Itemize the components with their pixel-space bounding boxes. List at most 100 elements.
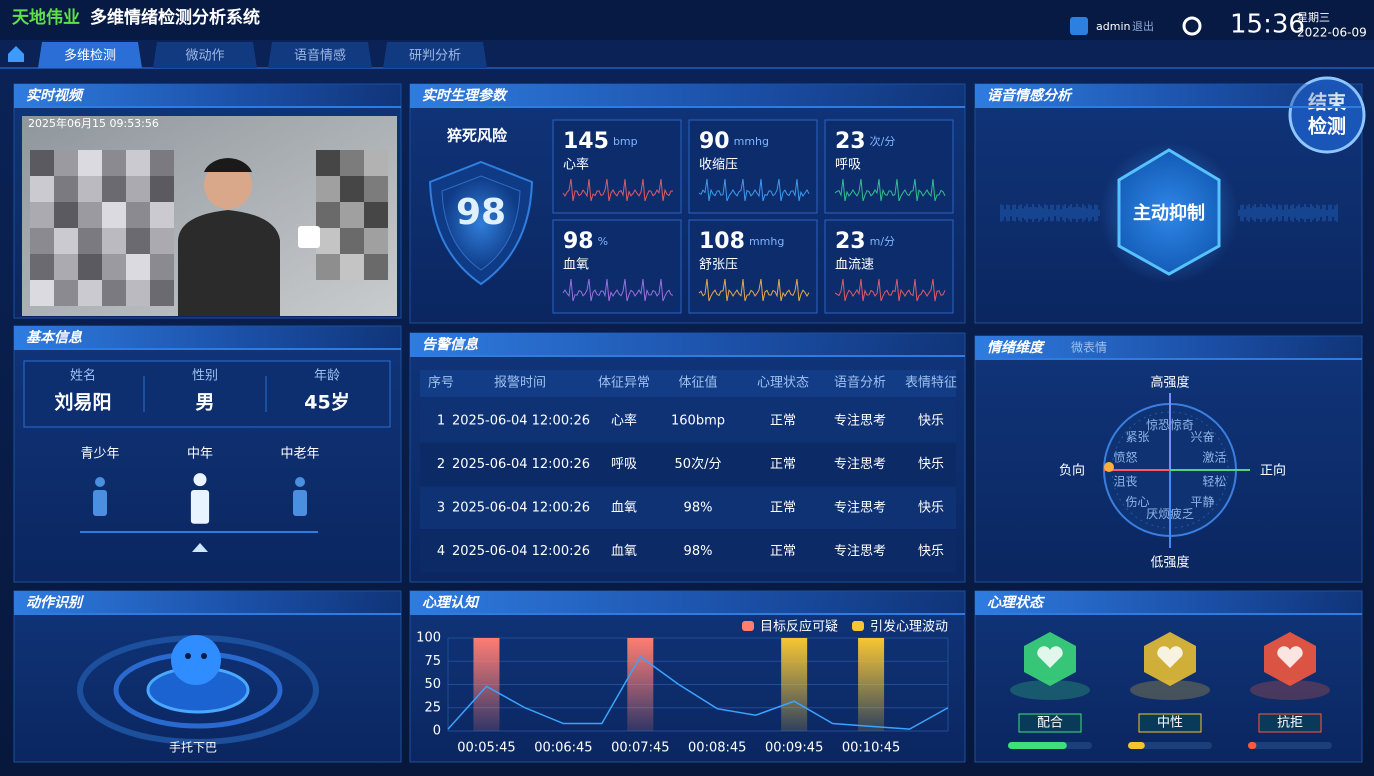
mosaic-block [340, 202, 364, 228]
panel-header [975, 336, 1362, 358]
metric-label: 舒张压 [699, 258, 738, 273]
risk-value: 98 [456, 192, 506, 233]
mosaic-block [102, 176, 126, 202]
table-row [420, 443, 956, 486]
info-label: 年龄 [314, 369, 340, 384]
bar [627, 638, 654, 731]
y-tick-label: 50 [424, 677, 441, 692]
x-tick-label: 00:07:45 [611, 741, 669, 756]
info-label: 姓名 [70, 368, 96, 384]
risk-shield [428, 160, 534, 286]
table-cell: 快乐 [918, 544, 944, 559]
mosaic-block [126, 176, 150, 202]
tab-label[interactable]: 语音情感 [294, 48, 346, 64]
mosaic-block [54, 228, 78, 254]
age-icon-head [295, 477, 305, 487]
mosaic-block [126, 228, 150, 254]
x-tick-label: 00:05:45 [457, 741, 515, 756]
panel-subtitle: 微表情 [1071, 341, 1107, 355]
metric-label: 血流速 [835, 258, 874, 273]
panel-title: 心理状态 [987, 594, 1046, 611]
emotion-word: 伤心 [1125, 495, 1149, 509]
age-group-label: 中老年 [280, 447, 319, 462]
mosaic-block [126, 254, 150, 280]
tab-label[interactable]: 研判分析 [409, 49, 461, 64]
state-bar [1008, 742, 1067, 749]
tab-label[interactable]: 多维检测 [64, 48, 116, 64]
table-cell: 2025-06-04 12:00:26 [452, 544, 590, 559]
table-cell: 1 [437, 414, 445, 429]
video-overlay-icon [298, 226, 320, 248]
emotion-axis-label: 负向 [1059, 463, 1085, 479]
state-label: 抗拒 [1277, 716, 1303, 731]
mosaic-block [78, 280, 102, 306]
tab[interactable] [153, 42, 257, 68]
logout[interactable]: 退出 [1132, 19, 1154, 33]
bar [781, 638, 808, 731]
emotion-axis-label: 高强度 [1150, 375, 1189, 391]
age-icon-body [293, 490, 307, 516]
panel-header [14, 326, 401, 348]
metric-number: 23 [835, 129, 866, 154]
legend-swatch [852, 621, 864, 631]
panel-title: 基本信息 [26, 329, 83, 346]
panel-header-line [975, 106, 1362, 108]
info-box [23, 360, 391, 428]
voice-wave [1238, 204, 1338, 222]
metric-unit: 次/分 [870, 134, 896, 148]
panel-header [975, 84, 1362, 106]
home-icon[interactable] [8, 46, 24, 62]
mosaic-block [150, 228, 174, 254]
end-button-line[interactable]: 检测 [1308, 115, 1346, 138]
voice-hexagon [1099, 143, 1239, 283]
metric-waveform [698, 278, 810, 302]
table-header-cell: 序号 [428, 376, 454, 391]
settings-icon[interactable] [1182, 16, 1202, 36]
table-cell: 快乐 [918, 501, 944, 516]
state-label: 配合 [1037, 716, 1063, 731]
panel-title: 语音情感分析 [987, 87, 1073, 104]
tab-label[interactable]: 微动作 [185, 49, 224, 64]
metric-label: 收缩压 [699, 157, 738, 173]
info-value: 45岁 [304, 391, 349, 414]
mosaic-block [102, 254, 126, 280]
emotion-word: 沮丧 [1114, 474, 1138, 488]
clock-time: 15:36 [1230, 10, 1305, 40]
state-label-box [1258, 713, 1322, 733]
info-value: 男 [195, 392, 214, 414]
y-tick-label: 0 [433, 724, 441, 739]
voice-emotion: 主动抑制 [1133, 202, 1205, 224]
metric-value: 145 bmp [563, 129, 638, 154]
mosaic-block [102, 228, 126, 254]
mosaic-block [54, 280, 78, 306]
mosaic-block [150, 254, 174, 280]
state-label: 中性 [1157, 716, 1183, 731]
age-icon-body [93, 490, 107, 516]
age-group-label: 青少年 [80, 447, 119, 462]
metric-waveform [562, 178, 674, 202]
legend-label: 目标反应可疑 [760, 619, 838, 635]
y-tick-label: 100 [416, 631, 441, 646]
age-group-label: 中年 [187, 447, 213, 462]
emotion-marker [1104, 462, 1114, 472]
mosaic-block [78, 202, 102, 228]
panel-title: 心理认知 [422, 594, 480, 611]
emotion-word: 兴奋 [1191, 430, 1215, 444]
action-label: 手托下巴 [169, 741, 217, 755]
tab[interactable] [383, 42, 487, 68]
emotion-word: 愤怒 [1114, 450, 1138, 465]
state-glow [1130, 680, 1210, 700]
mosaic-block [30, 228, 54, 254]
table-cell: 98% [684, 544, 713, 559]
metric-unit: m/分 [870, 235, 895, 248]
emotion-word: 激活 [1202, 451, 1226, 465]
tab[interactable] [38, 42, 142, 68]
metric-waveform [834, 278, 946, 302]
state-heart [1037, 646, 1063, 668]
header-bar [0, 0, 1374, 40]
emotion-word: 疲乏 [1170, 506, 1194, 521]
tab[interactable] [268, 42, 372, 68]
state-glow [1010, 680, 1090, 700]
table-cell: 正常 [770, 457, 796, 472]
